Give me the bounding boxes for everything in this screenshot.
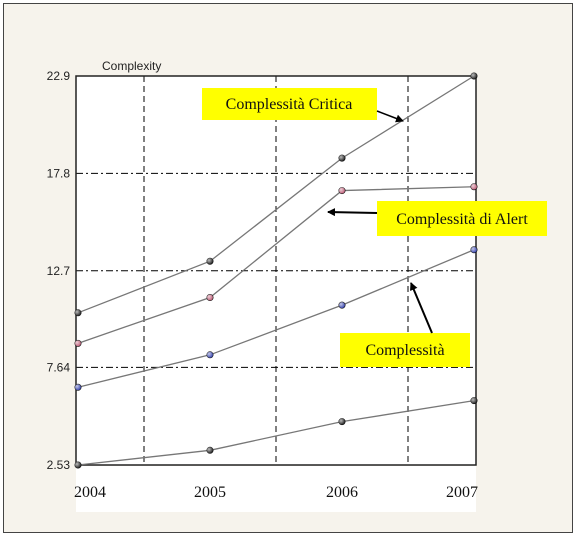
x-tick-labels: 2004 2005 2006 2007 (74, 484, 478, 501)
plot-border (75, 75, 477, 466)
annotation-critica-arrow (376, 110, 404, 123)
data-point-highlight (338, 301, 346, 309)
y-tick-label: 22.9 (47, 69, 71, 83)
annotation-base-box (340, 333, 470, 367)
data-point-highlight (206, 351, 214, 359)
series-line (77, 186, 475, 344)
annotation-alert-label: Complessità di Alert (396, 211, 528, 228)
annotation-alert-box (377, 201, 547, 236)
x-tick-label: 2007 (446, 484, 478, 501)
x-tick-label: 2004 (74, 484, 106, 501)
annotation-critica-box (202, 88, 377, 120)
series-group (74, 72, 478, 469)
annotations: Complessità Critica Complessità di Alert… (202, 88, 547, 367)
data-point-highlight (206, 447, 214, 454)
data-point-highlight (470, 72, 478, 80)
series-line (77, 75, 475, 314)
data-point-highlight (338, 418, 346, 425)
data-point-highlight (206, 294, 214, 301)
y-tick-label: 7.64 (47, 360, 71, 374)
series-line (77, 400, 475, 466)
x-tick-label: 2005 (194, 484, 226, 501)
data-point-highlight (470, 397, 478, 404)
y-axis-label: Complexity (102, 59, 161, 73)
y-tick-label: 2.53 (47, 458, 71, 472)
data-point-highlight (74, 461, 82, 469)
y-tick-label: 12.7 (47, 264, 71, 278)
annotation-alert-arrow (327, 208, 378, 217)
series-line (77, 249, 475, 388)
data-point-highlight (74, 340, 82, 347)
data-point-highlight (338, 154, 346, 162)
data-point-highlight (206, 258, 214, 265)
x-axis-label-strip (76, 466, 476, 512)
gridlines (76, 76, 476, 465)
data-point-highlight (470, 246, 478, 253)
y-tick-label: 17.8 (47, 166, 71, 180)
y-tick-labels: 2.53 7.64 12.7 17.8 22.9 (47, 69, 71, 472)
data-point-highlight (74, 384, 82, 391)
data-point-highlight (338, 187, 346, 194)
data-point-highlight (74, 309, 82, 316)
x-tick-label: 2006 (326, 484, 358, 501)
data-point-highlight (470, 183, 478, 190)
annotation-base-label: Complessità (365, 342, 444, 359)
annotation-base-arrow (410, 282, 433, 334)
annotation-critica-label: Complessità Critica (226, 96, 353, 113)
